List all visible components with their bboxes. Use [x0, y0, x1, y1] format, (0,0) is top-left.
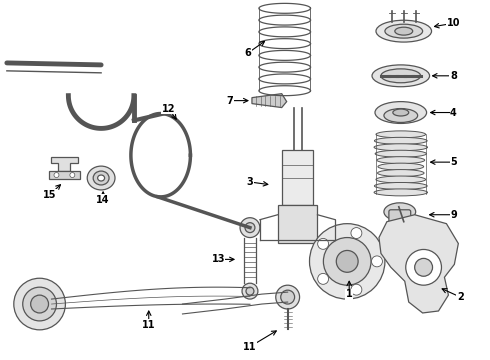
FancyBboxPatch shape: [389, 210, 411, 228]
Ellipse shape: [393, 109, 409, 116]
Text: 13: 13: [212, 255, 225, 264]
Ellipse shape: [375, 150, 426, 157]
Ellipse shape: [385, 24, 422, 38]
Ellipse shape: [376, 20, 432, 42]
Polygon shape: [379, 215, 458, 313]
Ellipse shape: [377, 170, 424, 176]
Circle shape: [415, 258, 433, 276]
Circle shape: [31, 295, 49, 313]
Circle shape: [240, 218, 260, 238]
Text: 3: 3: [246, 177, 253, 187]
Circle shape: [54, 172, 59, 177]
Circle shape: [281, 290, 294, 304]
Text: 1: 1: [346, 289, 353, 299]
Ellipse shape: [376, 176, 426, 183]
Text: 11: 11: [243, 342, 257, 352]
FancyBboxPatch shape: [49, 171, 80, 179]
Text: 12: 12: [162, 104, 175, 113]
Ellipse shape: [87, 166, 115, 190]
Polygon shape: [50, 157, 78, 171]
FancyBboxPatch shape: [282, 150, 314, 205]
Circle shape: [318, 238, 329, 249]
Circle shape: [242, 283, 258, 299]
Circle shape: [70, 172, 75, 177]
Ellipse shape: [384, 203, 416, 221]
Text: 4: 4: [450, 108, 457, 117]
Text: 10: 10: [446, 18, 460, 28]
Circle shape: [246, 287, 254, 295]
Ellipse shape: [378, 163, 424, 170]
Text: 2: 2: [457, 292, 464, 302]
Ellipse shape: [374, 189, 427, 196]
Ellipse shape: [390, 221, 410, 231]
FancyBboxPatch shape: [278, 205, 318, 243]
Text: 6: 6: [245, 48, 251, 58]
Ellipse shape: [374, 137, 427, 144]
Text: 5: 5: [450, 157, 457, 167]
Circle shape: [23, 287, 56, 321]
Ellipse shape: [93, 171, 109, 185]
Text: 14: 14: [97, 195, 110, 205]
Ellipse shape: [377, 157, 425, 164]
Polygon shape: [252, 94, 287, 108]
Text: 7: 7: [227, 96, 234, 105]
Ellipse shape: [381, 69, 420, 83]
Text: 8: 8: [450, 71, 457, 81]
Circle shape: [336, 251, 358, 272]
Ellipse shape: [374, 183, 427, 189]
Circle shape: [318, 273, 329, 284]
Circle shape: [351, 228, 362, 239]
Ellipse shape: [372, 65, 430, 87]
Text: 15: 15: [43, 190, 56, 200]
Circle shape: [310, 224, 385, 299]
Circle shape: [276, 285, 299, 309]
Text: 9: 9: [450, 210, 457, 220]
Circle shape: [371, 256, 382, 267]
Circle shape: [323, 238, 371, 285]
Ellipse shape: [384, 109, 417, 122]
Text: 11: 11: [142, 320, 155, 330]
Ellipse shape: [374, 144, 428, 151]
Ellipse shape: [395, 27, 413, 35]
Circle shape: [14, 278, 65, 330]
Circle shape: [245, 223, 255, 233]
Ellipse shape: [376, 131, 426, 138]
Circle shape: [406, 249, 441, 285]
Ellipse shape: [375, 102, 427, 123]
Circle shape: [351, 284, 362, 295]
Ellipse shape: [98, 175, 104, 181]
